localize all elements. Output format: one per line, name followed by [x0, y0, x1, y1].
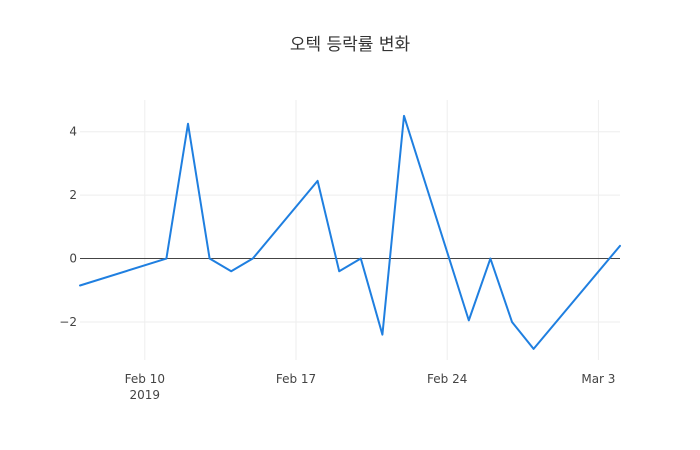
series-line	[79, 114, 621, 350]
chart-title: 오텍 등락률 변화	[290, 35, 411, 55]
x-tick-label: Feb 10	[125, 372, 165, 386]
series-layer	[79, 114, 621, 350]
grid-layer	[80, 100, 620, 360]
y-tick-label: 0	[69, 252, 77, 266]
y-tick-label: −2	[59, 315, 77, 329]
x-tick-label: Feb 24	[427, 372, 467, 386]
y-tick-label: 4	[69, 125, 77, 139]
y-tick-label: 2	[69, 188, 77, 202]
x-tick-label: Mar 3	[581, 372, 615, 386]
x-tick-label: Feb 17	[276, 372, 316, 386]
axis-layer: Feb 10 2019 Feb 17 Feb 24 Mar 3 −2 0 2 4	[59, 125, 615, 402]
x-tick-sublabel: 2019	[130, 388, 161, 402]
